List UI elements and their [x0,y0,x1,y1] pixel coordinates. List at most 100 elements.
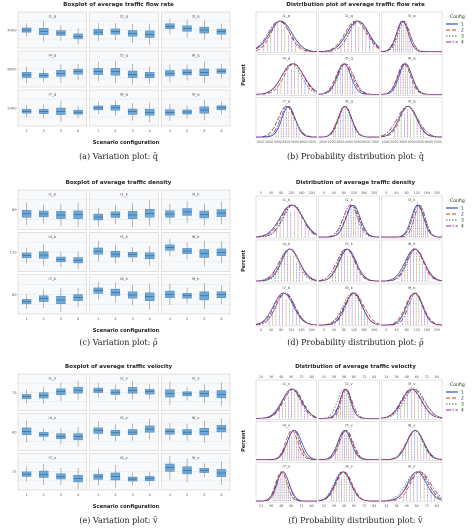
x-tick-label: 3 [203,128,206,133]
density-curve [256,105,317,138]
legend-label: 4 [461,408,464,414]
subplot-label: l4_v [283,422,291,427]
x-tick-label: 36 [332,504,336,508]
x-tick-label: 72 [362,375,366,379]
x-tick-label: 1 [97,492,100,497]
density-curve [381,248,443,282]
subplot-label: l3_v [192,376,200,381]
x-axis-label: Scenario configuration [93,328,160,334]
subplot-label: l4_k [49,234,57,239]
x-tick-label: 80 [405,328,409,332]
x-tick-label: 120 [351,328,357,332]
x-tick-label: 120 [414,328,420,332]
x-tick-label: 1 [25,128,28,133]
x-tick-label: 48 [342,375,346,379]
subplot-label: l8_v [345,464,353,469]
density-curve [255,106,317,138]
subplot-frame [255,11,317,53]
velocity-distribution-title: Distribution of average traffic velocity [295,364,416,370]
x-tick-label: 24 [384,504,388,508]
x-tick-label: 160 [424,191,430,195]
x-tick-label: 160 [424,328,430,332]
x-tick-label: 4000 [408,140,416,144]
subplot-label: l6_k [408,241,416,246]
subplot-label: l4_v [49,415,57,420]
legend-label: 3 [461,402,464,408]
legend-label: 1 [461,22,464,28]
legend-title: Config [450,14,465,20]
subplot-label: l5_k [345,241,353,246]
density-curve [256,388,317,419]
density-curve [381,248,443,282]
x-tick-label: 1 [169,128,172,133]
x-tick-label: 80 [405,191,409,195]
caption-e: (e) Variation plot: v̄ [79,516,158,525]
x-tick-label: 0 [260,191,262,195]
subplot-label: l6_v [192,415,200,420]
x-tick-label: 84 [310,375,314,379]
x-tick-label: 48 [342,504,346,508]
subplot-label: l2_k [120,192,128,197]
x-tick-label: 1000 [382,140,390,144]
density-curve [318,20,380,52]
subplot-label: l3_q [192,14,200,19]
legend-label: 1 [461,390,464,396]
x-tick-label: 3000 [336,140,344,144]
density-curve [318,292,380,326]
subplot-label: l9_q [408,98,416,103]
legend-label: 2 [461,28,464,34]
density-curve [318,248,380,282]
x-tick-label: 72 [299,504,303,508]
x-tick-label: 2000 [265,140,273,144]
subplot-frame [318,97,380,139]
subplot-frame [255,195,317,239]
subplot-label: l6_q [408,56,416,61]
caption-a: (a) Variation plot: q̄ [79,152,158,161]
x-tick-label: 3 [60,128,63,133]
subplot-label: l3_v [408,381,416,386]
density-curve [256,248,317,282]
subplot-label: l3_k [408,197,416,202]
x-tick-label: 40 [269,191,273,195]
y-tick-label: 80 [12,208,17,212]
x-tick-label: 120 [288,328,294,332]
x-tick-label: 3 [131,492,134,497]
subplot-frame [318,379,380,420]
subplot-label: l8_q [120,92,128,97]
subplot-label: l7_q [48,92,56,97]
x-tick-label: 3 [203,492,206,497]
x-tick-label: 2 [186,492,189,497]
subplot-label: l9_k [192,276,200,281]
x-tick-label: 2 [186,316,189,321]
caption-f: (f) Probability distribution plot: v̄ [288,516,423,525]
y-axis-label: Percent [241,63,247,85]
density-curve [381,471,443,502]
subplot-label: l2_k [345,197,353,202]
x-tick-label: 7000 [434,140,442,144]
x-tick-label: 200 [309,191,315,195]
legend-label: 2 [461,396,464,402]
subplot-frame [381,462,443,503]
x-tick-label: 48 [279,504,283,508]
subplot-label: l5_q [345,56,353,61]
subplot-label: l5_q [120,53,128,58]
flow-distribution-title: Distribution plot of average traffic flo… [286,2,425,8]
subplot-label: l6_q [192,53,200,58]
x-tick-label: 36 [332,375,336,379]
x-tick-label: 40 [394,328,398,332]
x-tick-label: 4 [220,128,223,133]
density-curve [256,430,317,461]
x-tick-label: 2000 [328,140,336,144]
x-tick-label: 60 [352,504,356,508]
x-tick-label: 72 [299,375,303,379]
x-tick-label: 72 [362,504,366,508]
flow-boxplot-title: Boxplot of average traffic flow rate [63,2,174,8]
density-curve [256,429,317,461]
x-tick-label: 3000 [399,140,407,144]
subplot-label: l9_k [408,285,416,290]
subplot-label: l6_k [192,234,200,239]
subplot-label: l2_q [345,13,353,18]
subplot-label: l9_v [192,455,200,460]
density-curve [381,204,442,238]
